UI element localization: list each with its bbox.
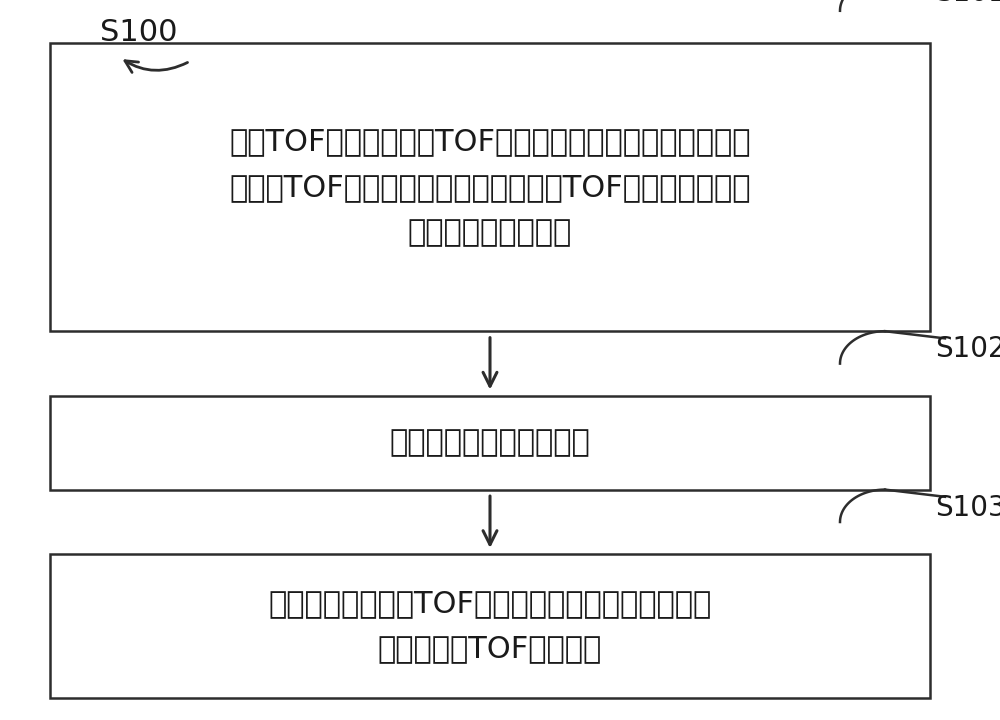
Bar (50, 396, 930, 490)
Text: 获取激光雷达的实时温度: 获取激光雷达的实时温度 (390, 428, 590, 457)
Text: S101: S101 (935, 0, 1000, 6)
Bar (50, 554, 930, 698)
Text: 根据实时温度，对TOF原始点云中各激光点进行距离
补偿，得到TOF补偿点云: 根据实时温度，对TOF原始点云中各激光点进行距离 补偿，得到TOF补偿点云 (268, 590, 712, 663)
Text: S100: S100 (100, 18, 178, 47)
Text: 获取TOF原始点云，该TOF原始点云是激光雷达的第一接收
器基于TOF测距法采集到的点云数据，TOF原始点云包括每
个激光点的测量距离: 获取TOF原始点云，该TOF原始点云是激光雷达的第一接收 器基于TOF测距法采集… (229, 127, 751, 247)
Bar (50, 43, 930, 331)
Text: S102: S102 (935, 336, 1000, 363)
Text: S103: S103 (935, 494, 1000, 521)
